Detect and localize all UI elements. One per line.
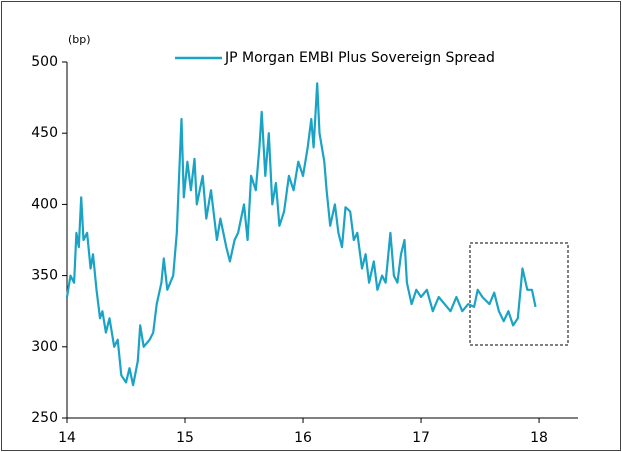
legend-label: JP Morgan EMBI Plus Sovereign Spread (224, 50, 495, 66)
y-tick-label: 350 (31, 268, 58, 284)
y-tick-label: 250 (31, 410, 58, 426)
y-axis-label: (bp) (68, 33, 91, 46)
y-tick-label: 400 (31, 196, 58, 212)
data-line (65, 82, 537, 387)
x-tick-label: 18 (530, 430, 548, 446)
y-tick-label: 300 (31, 339, 58, 355)
y-tick-label: 500 (31, 54, 58, 70)
x-tick-label: 17 (412, 430, 430, 446)
y-tick-label: 450 (31, 125, 58, 141)
x-tick-label: 16 (294, 430, 312, 446)
x-tick-label: 15 (176, 430, 194, 446)
x-tick-label: 14 (58, 430, 76, 446)
